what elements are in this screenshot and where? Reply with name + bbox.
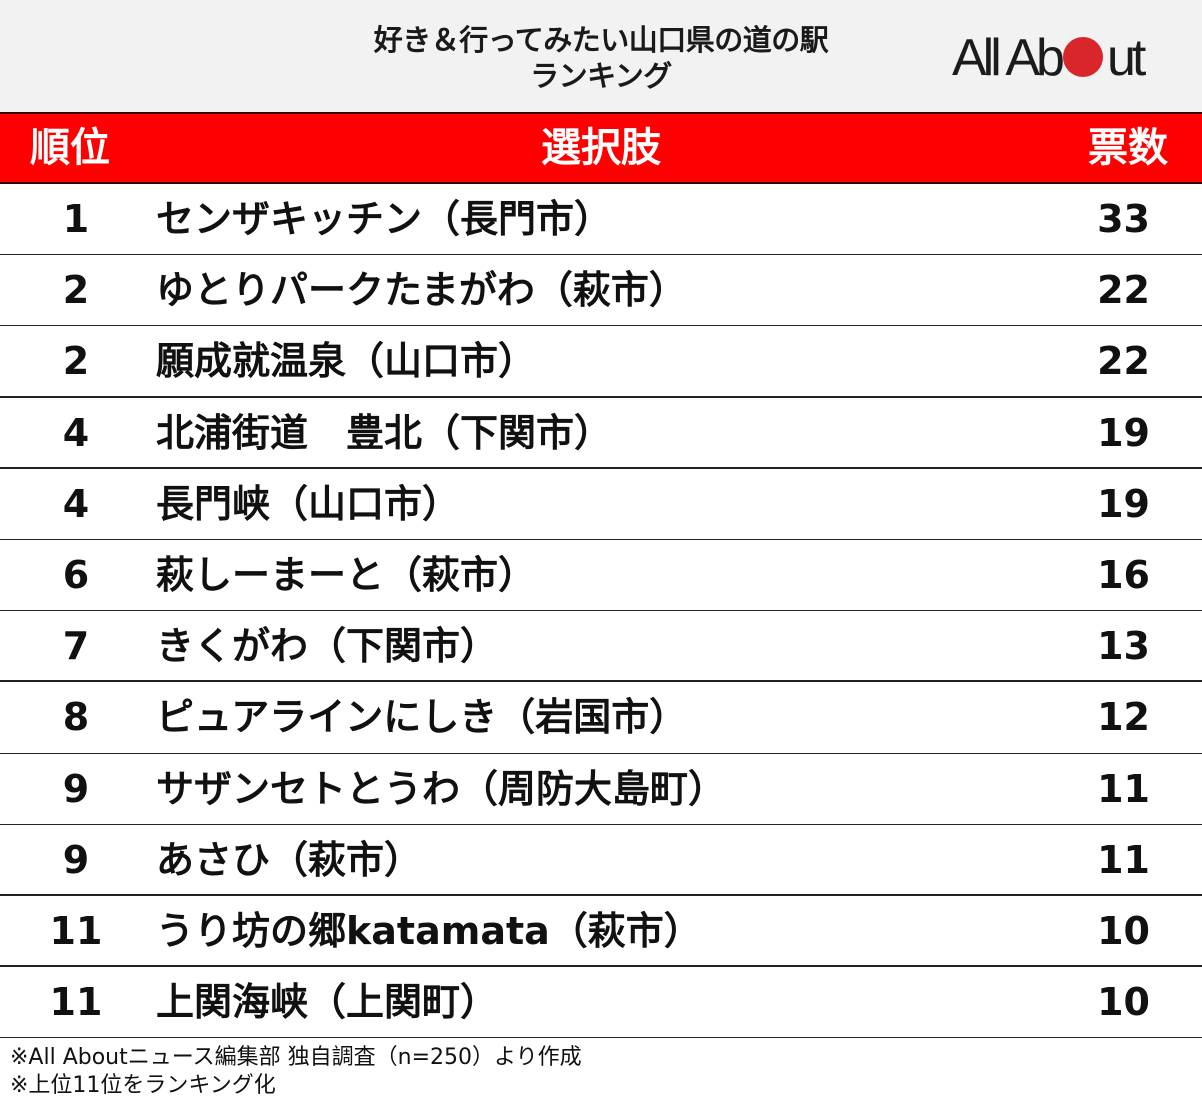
name-cell: センザキッチン（長門市） bbox=[156, 197, 613, 241]
column-header-votes: 票数 bbox=[1088, 125, 1168, 171]
rank-cell: 11 bbox=[49, 980, 103, 1025]
name-cell: 上関海峡（上関町） bbox=[156, 980, 499, 1025]
table-row: 8 ピュアラインにしき（岩国市） 12 bbox=[0, 682, 1202, 754]
column-header-choice: 選択肢 bbox=[541, 125, 661, 171]
source-note: ※All Aboutニュース編集部 独自調査（n=250）より作成 bbox=[10, 1045, 582, 1070]
table-row: 7 きくがわ（下関市） 13 bbox=[0, 611, 1202, 683]
rank-cell: 4 bbox=[62, 481, 90, 526]
votes-cell: 33 bbox=[1097, 197, 1150, 241]
rank-cell: 7 bbox=[62, 624, 90, 669]
table-row: 2 ゆとりパークたまがわ（萩市） 22 bbox=[0, 255, 1202, 327]
votes-cell: 13 bbox=[1097, 624, 1150, 669]
table-row: 4 北浦街道 豊北（下関市） 19 bbox=[0, 398, 1202, 469]
votes-cell: 10 bbox=[1097, 908, 1150, 953]
name-cell: あさひ（萩市） bbox=[156, 837, 423, 882]
table-row: 4 長門峡（山口市） 19 bbox=[0, 469, 1202, 540]
rank-cell: 4 bbox=[62, 410, 90, 455]
name-cell: ピュアラインにしき（岩国市） bbox=[156, 695, 688, 740]
votes-cell: 11 bbox=[1097, 766, 1150, 811]
votes-cell: 22 bbox=[1097, 339, 1150, 384]
votes-cell: 22 bbox=[1097, 268, 1150, 313]
table-row: 6 萩しーまーと（萩市） 16 bbox=[0, 540, 1202, 612]
footnotes: ※All Aboutニュース編集部 独自調査（n=250）より作成 ※上位11位… bbox=[10, 1044, 582, 1100]
chart-title: 好き＆行ってみたい山口県の道の駅 ランキング bbox=[0, 22, 1202, 94]
rank-cell: 11 bbox=[49, 908, 103, 953]
column-header-rank: 順位 bbox=[30, 125, 110, 171]
rank-cell: 9 bbox=[62, 837, 90, 882]
name-cell: ゆとりパークたまがわ（萩市） bbox=[156, 268, 687, 313]
votes-cell: 11 bbox=[1097, 837, 1150, 882]
rank-cell: 2 bbox=[62, 339, 90, 384]
rank-cell: 1 bbox=[62, 197, 90, 241]
ranking-note: ※上位11位をランキング化 bbox=[10, 1073, 276, 1098]
table-row: 11 うり坊の郷katamata（萩市） 10 bbox=[0, 896, 1202, 968]
rank-cell: 2 bbox=[62, 268, 90, 313]
rank-cell: 9 bbox=[62, 766, 90, 811]
name-cell: 願成就温泉（山口市） bbox=[156, 339, 537, 384]
logo-text-after: ut bbox=[1106, 29, 1146, 87]
name-cell: 北浦街道 豊北（下関市） bbox=[156, 410, 613, 455]
table-row: 9 サザンセトとうわ（周防大島町） 11 bbox=[0, 754, 1202, 825]
chart-title-line1: 好き＆行ってみたい山口県の道の駅 bbox=[373, 23, 829, 57]
logo-red-dot-icon bbox=[1062, 37, 1103, 77]
table-row: 1 センザキッチン（長門市） 33 bbox=[0, 184, 1202, 256]
name-cell: きくがわ（下関市） bbox=[156, 624, 499, 669]
allabout-logo: All Ab ut bbox=[952, 30, 1172, 86]
rank-cell: 6 bbox=[62, 552, 90, 597]
votes-cell: 19 bbox=[1097, 481, 1150, 526]
ranking-table-body: 1 センザキッチン（長門市） 33 2 ゆとりパークたまがわ（萩市） 22 2 … bbox=[0, 184, 1202, 1039]
name-cell: サザンセトとうわ（周防大島町） bbox=[156, 766, 727, 811]
name-cell: 長門峡（山口市） bbox=[156, 481, 461, 526]
chart-title-line2: ランキング bbox=[530, 59, 672, 93]
logo-text-before: All Ab bbox=[952, 29, 1065, 87]
name-cell: うり坊の郷katamata（萩市） bbox=[156, 908, 702, 953]
votes-cell: 16 bbox=[1097, 552, 1150, 597]
table-row: 11 上関海峡（上関町） 10 bbox=[0, 967, 1202, 1039]
votes-cell: 19 bbox=[1097, 410, 1150, 455]
votes-cell: 10 bbox=[1097, 980, 1150, 1025]
name-cell: 萩しーまーと（萩市） bbox=[156, 552, 537, 597]
votes-cell: 12 bbox=[1097, 695, 1150, 740]
rank-cell: 8 bbox=[62, 695, 90, 740]
table-header: 選択肢 順位 票数 bbox=[0, 112, 1202, 184]
table-row: 2 願成就温泉（山口市） 22 bbox=[0, 326, 1202, 398]
title-area: 好き＆行ってみたい山口県の道の駅 ランキング All Ab ut bbox=[0, 0, 1202, 112]
table-row: 9 あさひ（萩市） 11 bbox=[0, 825, 1202, 896]
